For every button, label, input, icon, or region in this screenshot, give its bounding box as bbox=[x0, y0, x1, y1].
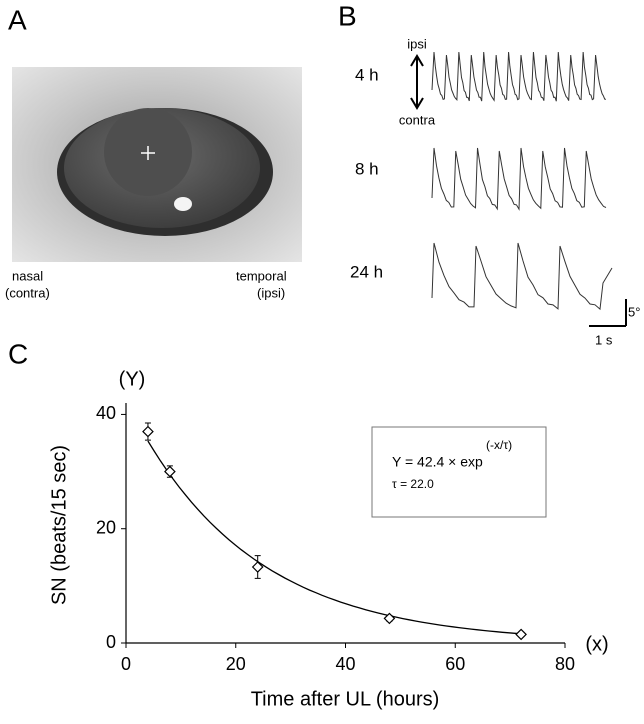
center-cross bbox=[141, 146, 155, 160]
annotation: Y = 42.4 × exp bbox=[392, 454, 483, 470]
annotation: (-x/τ) bbox=[486, 438, 512, 452]
chart: Y = 42.4 × exp (-x/τ) τ = 22.0 (Y) (x) T… bbox=[48, 368, 608, 710]
eye-photo bbox=[12, 67, 302, 262]
point bbox=[515, 628, 527, 641]
scale-label: 5° bbox=[628, 304, 640, 319]
eye-label: (ipsi) bbox=[257, 285, 285, 300]
trace-label: 4 h bbox=[355, 65, 379, 84]
trace bbox=[431, 51, 607, 102]
fit-curve bbox=[147, 440, 522, 635]
trace bbox=[431, 242, 613, 311]
panel-label: C bbox=[8, 338, 28, 369]
direction-label: ipsi bbox=[407, 36, 427, 51]
direction-label: contra bbox=[399, 112, 436, 127]
direction-arrow bbox=[410, 54, 424, 110]
y-tick-label: 0 bbox=[106, 632, 116, 652]
y-tick-label: 20 bbox=[96, 517, 116, 537]
x-axis-title: Time after UL (hours) bbox=[251, 688, 440, 710]
x-axis-marker: (x) bbox=[585, 633, 608, 655]
point bbox=[383, 612, 396, 625]
x-tick-label: 60 bbox=[445, 654, 465, 674]
reflection bbox=[174, 197, 192, 211]
y-tick-label: 40 bbox=[96, 403, 116, 423]
x-tick-label: 0 bbox=[121, 654, 131, 674]
trace bbox=[431, 147, 607, 211]
scale-label: 1 s bbox=[595, 332, 613, 347]
trace-label: 8 h bbox=[355, 159, 379, 178]
x-tick-label: 40 bbox=[335, 654, 355, 674]
y-axis-marker: (Y) bbox=[119, 368, 146, 390]
point bbox=[251, 561, 264, 573]
panel-label: A bbox=[8, 4, 27, 35]
panel-label: B bbox=[338, 0, 357, 31]
annotation: τ = 22.0 bbox=[392, 477, 434, 491]
scale-bar bbox=[589, 299, 627, 327]
eye-label: temporal bbox=[236, 268, 287, 283]
x-tick-label: 80 bbox=[555, 654, 575, 674]
eye-label: (contra) bbox=[5, 285, 50, 300]
eye-label: nasal bbox=[12, 268, 43, 283]
y-axis-title: SN (beats/15 sec) bbox=[48, 445, 70, 605]
trace-label: 24 h bbox=[350, 262, 383, 281]
point bbox=[142, 425, 154, 438]
annotation-box bbox=[371, 426, 547, 518]
traces bbox=[431, 51, 613, 311]
x-tick-label: 20 bbox=[226, 654, 246, 674]
point bbox=[164, 465, 176, 478]
